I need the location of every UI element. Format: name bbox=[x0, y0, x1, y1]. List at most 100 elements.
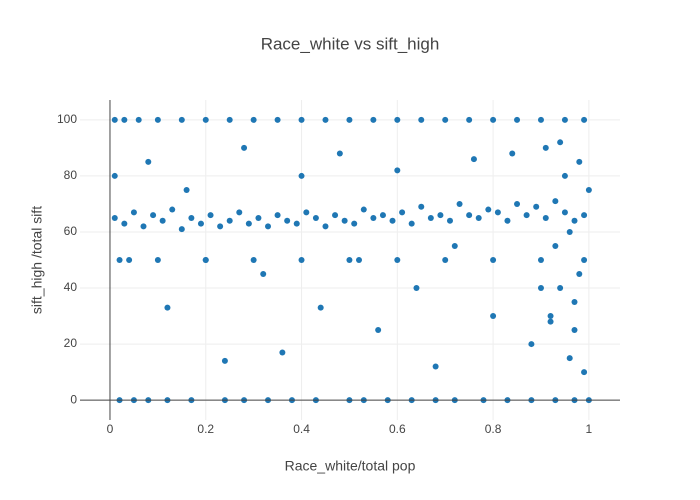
point bbox=[552, 242, 559, 249]
point bbox=[183, 186, 190, 193]
point bbox=[418, 203, 425, 210]
point bbox=[111, 214, 118, 221]
point bbox=[159, 217, 166, 224]
point bbox=[121, 220, 128, 227]
x-tick-label: 1 bbox=[586, 422, 593, 436]
point bbox=[442, 257, 449, 263]
point bbox=[466, 116, 473, 123]
point bbox=[490, 116, 497, 123]
x-tick-label: 0.4 bbox=[293, 422, 310, 436]
point bbox=[514, 116, 521, 123]
point bbox=[446, 217, 453, 224]
point bbox=[226, 217, 233, 224]
point bbox=[250, 116, 257, 123]
point bbox=[221, 357, 228, 364]
point bbox=[332, 212, 339, 219]
point bbox=[394, 257, 401, 263]
point bbox=[255, 214, 262, 221]
point bbox=[470, 156, 477, 163]
point bbox=[298, 257, 305, 263]
point bbox=[542, 144, 549, 151]
point bbox=[571, 327, 578, 334]
point bbox=[557, 139, 564, 146]
point bbox=[379, 212, 386, 219]
point bbox=[475, 214, 482, 221]
point bbox=[413, 285, 420, 292]
point bbox=[485, 206, 492, 213]
point bbox=[561, 172, 568, 179]
point bbox=[226, 116, 233, 123]
point bbox=[537, 257, 544, 263]
point bbox=[547, 318, 554, 325]
point bbox=[150, 212, 157, 219]
point bbox=[542, 214, 549, 221]
x-tick-label: 0 bbox=[107, 422, 114, 436]
point bbox=[298, 172, 305, 179]
point bbox=[265, 223, 272, 230]
point bbox=[178, 116, 185, 123]
point bbox=[217, 223, 224, 230]
point bbox=[509, 150, 516, 157]
point bbox=[408, 220, 415, 227]
point bbox=[394, 167, 401, 174]
point bbox=[154, 257, 161, 263]
point bbox=[293, 220, 300, 227]
y-axis-title: sift_high /total sift bbox=[29, 206, 45, 314]
point bbox=[394, 116, 401, 123]
point bbox=[432, 363, 439, 370]
point bbox=[284, 217, 291, 224]
point bbox=[111, 116, 118, 123]
point bbox=[370, 214, 377, 221]
point bbox=[437, 212, 444, 219]
point bbox=[370, 116, 377, 123]
point bbox=[202, 257, 209, 263]
point bbox=[585, 186, 592, 193]
point bbox=[346, 116, 353, 123]
point bbox=[250, 257, 257, 263]
point bbox=[322, 223, 329, 230]
point bbox=[523, 212, 530, 219]
point bbox=[111, 172, 118, 179]
point bbox=[121, 116, 128, 123]
point bbox=[351, 220, 358, 227]
point bbox=[245, 220, 252, 227]
point bbox=[389, 217, 396, 224]
point bbox=[116, 257, 123, 263]
point bbox=[557, 285, 564, 292]
point bbox=[169, 206, 176, 213]
point bbox=[126, 257, 133, 263]
point bbox=[490, 257, 497, 263]
x-tick-label: 0.6 bbox=[389, 422, 406, 436]
point bbox=[360, 206, 367, 213]
point bbox=[399, 209, 406, 216]
y-tick-label: 40 bbox=[64, 280, 78, 294]
point bbox=[241, 144, 248, 151]
point bbox=[490, 313, 497, 320]
point bbox=[427, 214, 434, 221]
point bbox=[456, 200, 463, 207]
point bbox=[442, 116, 449, 123]
point bbox=[207, 212, 214, 219]
x-axis-title: Race_white/total pop bbox=[285, 458, 416, 474]
point bbox=[514, 200, 521, 207]
point bbox=[312, 214, 319, 221]
point bbox=[576, 158, 583, 165]
point bbox=[528, 341, 535, 348]
point bbox=[178, 226, 185, 233]
point bbox=[576, 271, 583, 278]
point bbox=[552, 198, 559, 205]
point bbox=[197, 220, 204, 227]
point bbox=[581, 212, 588, 219]
point bbox=[188, 214, 195, 221]
x-tick-label: 0.2 bbox=[197, 422, 214, 436]
point bbox=[547, 313, 554, 320]
y-tick-label: 100 bbox=[57, 112, 77, 126]
point bbox=[135, 116, 142, 123]
point bbox=[260, 271, 267, 278]
point bbox=[504, 217, 511, 224]
point bbox=[164, 304, 171, 311]
point bbox=[581, 257, 588, 263]
y-tick-label: 0 bbox=[70, 392, 77, 406]
